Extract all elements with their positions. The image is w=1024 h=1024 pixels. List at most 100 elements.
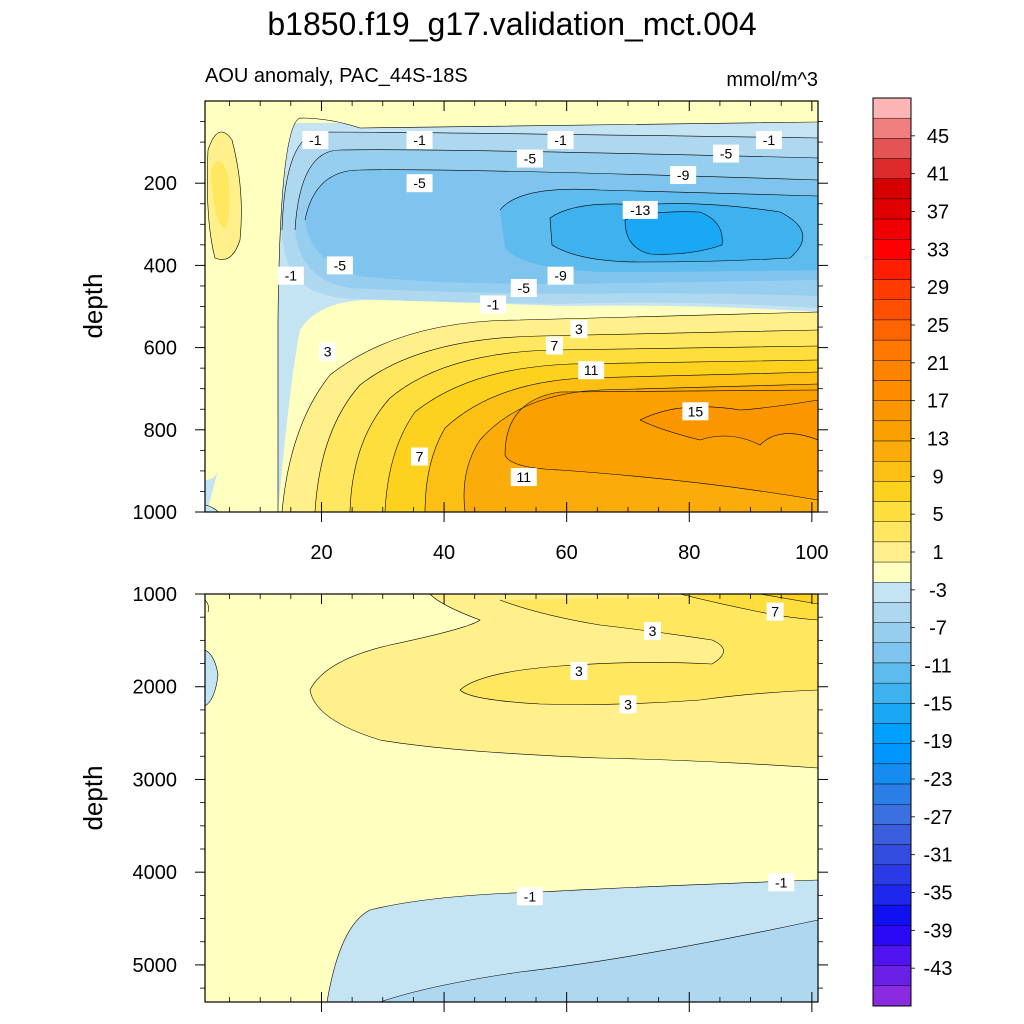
colorbar-label: -27 — [924, 807, 953, 829]
upper-contour-label: -5 — [524, 151, 537, 167]
upper-contour-label-box — [547, 266, 574, 285]
colorbar-swatch — [872, 945, 912, 966]
lower-contour-label: 7 — [771, 604, 779, 620]
colorbar-swatch — [872, 158, 912, 179]
upper-contour-label-box — [326, 256, 353, 275]
upper-x-tick-label: 40 — [433, 542, 455, 564]
upper-contour-label: -5 — [518, 280, 531, 296]
upper-contour-label: 11 — [516, 469, 531, 485]
lower-contour-fill — [205, 594, 818, 1002]
colorbar-label: -39 — [924, 920, 953, 942]
upper-contour-label: 7 — [551, 338, 559, 354]
lower-contour-label-box — [768, 873, 795, 892]
upper-contour-label-box — [578, 361, 605, 380]
upper-contour-label: 15 — [688, 403, 704, 419]
colorbar-label: -11 — [924, 656, 951, 678]
lower-plot-frame — [204, 593, 819, 1003]
colorbar-swatch — [872, 319, 912, 341]
colorbar-swatch — [872, 259, 912, 280]
colorbar-swatch — [872, 420, 912, 442]
upper-contour-label-box — [480, 295, 507, 314]
figure-title: b1850.f19_g17.validation_mct.004 — [267, 6, 756, 42]
colorbar-swatch — [872, 97, 912, 119]
lower-contour-lines — [205, 594, 818, 1002]
colorbar-swatch — [872, 239, 912, 260]
upper-contour-label: -5 — [720, 146, 733, 162]
upper-contour-label-box — [516, 149, 543, 168]
upper-contour-label-box — [406, 131, 433, 150]
colorbar-swatch — [872, 602, 912, 623]
colorbar-swatch — [872, 985, 912, 1007]
lower-contour-label: -1 — [524, 888, 537, 904]
upper-contour-label-box — [510, 468, 537, 487]
upper-y-tick-label: 600 — [144, 338, 177, 360]
colorbar-swatch — [872, 117, 912, 139]
colorbar-swatch — [872, 198, 912, 220]
colorbar-swatch — [872, 824, 912, 845]
lower-contour-label: -1 — [775, 874, 788, 890]
colorbar-label: 13 — [927, 429, 949, 451]
upper-contour-label: 11 — [584, 362, 599, 378]
upper-contour-label: -13 — [630, 202, 650, 218]
upper-contour-label: 7 — [416, 449, 424, 465]
upper-contour-label-box — [713, 144, 740, 163]
colorbar-swatch — [872, 501, 912, 522]
upper-contour-label-box — [319, 342, 337, 361]
colorbar-swatch — [872, 299, 912, 321]
colorbar-swatch — [872, 461, 912, 482]
upper-x-tick-label: 80 — [678, 542, 700, 564]
colorbar-swatch — [872, 481, 912, 502]
upper-contour-label-box — [411, 447, 429, 466]
colorbar-swatch — [872, 582, 912, 603]
colorbar-label: 9 — [932, 466, 943, 488]
lower-contour-label-box — [570, 661, 588, 680]
colorbar-swatch — [872, 561, 912, 583]
upper-contour-label-box — [406, 174, 433, 193]
lower-contour-label-box — [516, 887, 543, 906]
colorbar-label: -43 — [924, 958, 953, 980]
colorbar-label: 1 — [932, 542, 943, 564]
upper-contour-label-box — [277, 266, 304, 285]
colorbar-swatch — [872, 339, 912, 361]
colorbar-swatch — [872, 279, 912, 300]
colorbar-label: -35 — [924, 883, 953, 905]
colorbar-swatch — [872, 804, 912, 825]
upper-contour-label: -1 — [487, 296, 500, 312]
upper-contour-label: 3 — [324, 344, 332, 360]
colorbar-label: -7 — [929, 618, 947, 640]
colorbar-label: -3 — [929, 580, 947, 602]
upper-contour-label: -5 — [413, 175, 426, 191]
upper-contour-label: -1 — [763, 132, 776, 148]
colorbar-swatch — [872, 400, 912, 422]
colorbar-swatch — [872, 743, 912, 765]
colorbar-label: 25 — [927, 315, 949, 337]
colorbar-swatch — [872, 622, 912, 643]
upper-contour-label-box — [510, 279, 537, 298]
lower-y-tick-label: 3000 — [133, 769, 178, 791]
upper-panel: 20 40 60 80 100 200 400 600 800 1000 -1 -1 -1 -1 -5 -5… — [78, 100, 829, 564]
lower-y-axis-title: depth — [78, 765, 108, 830]
upper-contour-label-box — [547, 131, 574, 150]
lower-contour-label-box — [766, 602, 784, 621]
lower-y-tick-label: 2000 — [133, 677, 178, 699]
upper-contour-label: -1 — [554, 132, 567, 148]
lower-contour-label: 3 — [649, 623, 657, 639]
upper-contour-label-box — [755, 131, 782, 150]
upper-x-tick-label: 20 — [310, 542, 332, 564]
upper-x-tick-label: 60 — [556, 542, 578, 564]
upper-contour-label: -1 — [285, 268, 298, 284]
colorbar-swatch — [872, 521, 912, 543]
colorbar-swatch — [872, 723, 912, 744]
colorbar-swatch — [872, 178, 912, 200]
lower-contour-label-box — [643, 622, 661, 641]
colorbar-swatch — [872, 662, 912, 684]
colorbar-label: 17 — [927, 391, 949, 413]
colorbar-label: 21 — [927, 353, 949, 375]
colorbar-swatch — [872, 218, 912, 240]
colorbar-swatch — [872, 884, 912, 906]
colorbar-label: 33 — [927, 239, 949, 261]
panel-left-label: AOU anomaly, PAC_44S-18S — [205, 65, 468, 87]
colorbar-swatch — [872, 703, 912, 724]
